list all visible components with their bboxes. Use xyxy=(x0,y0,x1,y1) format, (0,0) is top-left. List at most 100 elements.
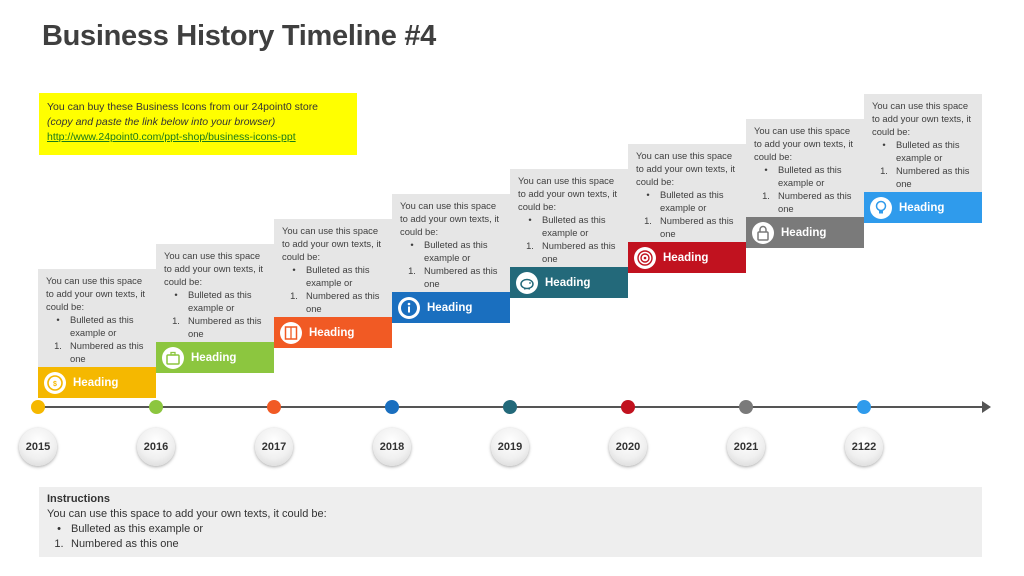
card-bullet: • Bulleted as this example or xyxy=(400,238,502,264)
instructions-bullet: • Bulleted as this example or xyxy=(47,522,974,537)
card-number: 1. Numbered as this one xyxy=(46,339,148,365)
bullet-mark: • xyxy=(528,214,532,225)
timeline-dot xyxy=(149,400,163,414)
card-number: 1. Numbered as this one xyxy=(636,214,738,240)
number-mark: 1. xyxy=(172,315,180,326)
coin-icon: $ xyxy=(44,371,66,394)
card-number: 1. Numbered as this one xyxy=(872,164,974,190)
number-text: Numbered as this one xyxy=(70,340,144,364)
card-heading-bar: Heading xyxy=(274,317,392,348)
card-bullet: • Bulleted as this example or xyxy=(46,313,148,339)
briefcase-icon xyxy=(162,346,184,369)
info-icon xyxy=(398,296,420,319)
card-number: 1. Numbered as this one xyxy=(754,189,856,215)
card-heading-bar: Heading xyxy=(510,267,628,298)
card-body: You can use this space to add your own t… xyxy=(392,194,510,292)
timeline-dot xyxy=(621,400,635,414)
card-intro: You can use this space to add your own t… xyxy=(636,150,736,187)
card-number: 1. Numbered as this one xyxy=(400,264,502,290)
bullet-mark: • xyxy=(174,289,178,300)
card-bullet: • Bulleted as this example or xyxy=(872,138,974,164)
card-intro: You can use this space to add your own t… xyxy=(872,100,972,137)
card-number: 1. Numbered as this one xyxy=(164,314,266,340)
timeline-dot xyxy=(739,400,753,414)
promo-note: (copy and paste the link below into your… xyxy=(47,116,276,128)
number-text: Numbered as this one xyxy=(660,215,734,239)
number-text: Numbered as this one xyxy=(188,315,262,339)
number-text: Numbered as this one xyxy=(424,265,498,289)
timeline-card: You can use this space to add your own t… xyxy=(864,94,982,223)
card-heading: Heading xyxy=(663,251,709,264)
promo-line: You can buy these Business Icons from ou… xyxy=(47,101,319,113)
card-bullet: • Bulleted as this example or xyxy=(754,163,856,189)
card-heading-bar: Heading xyxy=(392,292,510,323)
bullet-text: Bulleted as this example or xyxy=(306,264,370,288)
number-text: Numbered as this one xyxy=(542,240,616,264)
card-body: You can use this space to add your own t… xyxy=(864,94,982,192)
timeline-card: You can use this space to add your own t… xyxy=(392,194,510,323)
bullet-text: Bulleted as this example or xyxy=(896,139,960,163)
timeline-arrow-icon xyxy=(982,401,991,413)
card-intro: You can use this space to add your own t… xyxy=(46,275,146,312)
year-badge: 2019 xyxy=(491,428,529,466)
store-link[interactable]: http://www.24point0.com/ppt-shop/busines… xyxy=(47,131,296,143)
card-number: 1. Numbered as this one xyxy=(282,289,384,315)
card-heading: Heading xyxy=(427,301,473,314)
bullet-mark: • xyxy=(764,164,768,175)
timeline-dot xyxy=(31,400,45,414)
number-mark: 1. xyxy=(644,215,652,226)
year-badge: 2018 xyxy=(373,428,411,466)
instructions-number: 1. Numbered as this one xyxy=(47,537,974,552)
card-body: You can use this space to add your own t… xyxy=(274,219,392,317)
page-title: Business History Timeline #4 xyxy=(42,20,437,52)
timeline-card: You can use this space to add your own t… xyxy=(156,244,274,373)
card-intro: You can use this space to add your own t… xyxy=(754,125,854,162)
card-body: You can use this space to add your own t… xyxy=(510,169,628,267)
number-mark: 1. xyxy=(408,265,416,276)
number-mark: 1. xyxy=(526,240,534,251)
card-number: 1. Numbered as this one xyxy=(518,239,620,265)
card-bullet: • Bulleted as this example or xyxy=(636,188,738,214)
bullet-text: Bulleted as this example or xyxy=(778,164,842,188)
bullet-mark: • xyxy=(56,314,60,325)
number-mark: 1. xyxy=(54,340,62,351)
number-text: Numbered as this one xyxy=(896,165,970,189)
card-intro: You can use this space to add your own t… xyxy=(282,225,382,262)
bullet-text: Bulleted as this example or xyxy=(424,239,488,263)
card-intro: You can use this space to add your own t… xyxy=(518,175,618,212)
bullet-text: Bulleted as this example or xyxy=(70,314,134,338)
number-mark: 1. xyxy=(762,190,770,201)
card-heading: Heading xyxy=(309,326,355,339)
timeline-card: You can use this space to add your own t… xyxy=(746,119,864,248)
bullet-text: Bulleted as this example or xyxy=(660,189,724,213)
number-text: Numbered as this one xyxy=(306,290,380,314)
timeline-card: You can use this space to add your own t… xyxy=(38,269,156,398)
instructions-heading: Instructions xyxy=(47,493,110,505)
timeline-dot xyxy=(385,400,399,414)
timeline-card: You can use this space to add your own t… xyxy=(510,169,628,298)
number-mark: 1. xyxy=(54,538,64,550)
bullet-text: Bulleted as this example or xyxy=(542,214,606,238)
promo-box: You can buy these Business Icons from ou… xyxy=(39,93,357,155)
card-bullet: • Bulleted as this example or xyxy=(164,288,266,314)
card-heading: Heading xyxy=(899,201,945,214)
number-mark: 1. xyxy=(880,165,888,176)
bullet-text: Bulleted as this example or xyxy=(71,523,204,535)
card-heading-bar: Heading xyxy=(864,192,982,223)
book-icon xyxy=(280,321,302,344)
timeline-card: You can use this space to add your own t… xyxy=(628,144,746,273)
card-heading-bar: Heading xyxy=(156,342,274,373)
card-heading: Heading xyxy=(191,351,237,364)
number-text: Numbered as this one xyxy=(71,538,179,550)
card-body: You can use this space to add your own t… xyxy=(746,119,864,217)
instructions-text: You can use this space to add your own t… xyxy=(47,508,327,520)
number-mark: 1. xyxy=(290,290,298,301)
card-heading: Heading xyxy=(73,376,119,389)
card-intro: You can use this space to add your own t… xyxy=(164,250,264,287)
instructions-box: Instructions You can use this space to a… xyxy=(39,487,982,557)
year-badge: 2015 xyxy=(19,428,57,466)
year-badge: 2016 xyxy=(137,428,175,466)
card-body: You can use this space to add your own t… xyxy=(38,269,156,367)
bullet-mark: • xyxy=(410,239,414,250)
year-badge: 2017 xyxy=(255,428,293,466)
